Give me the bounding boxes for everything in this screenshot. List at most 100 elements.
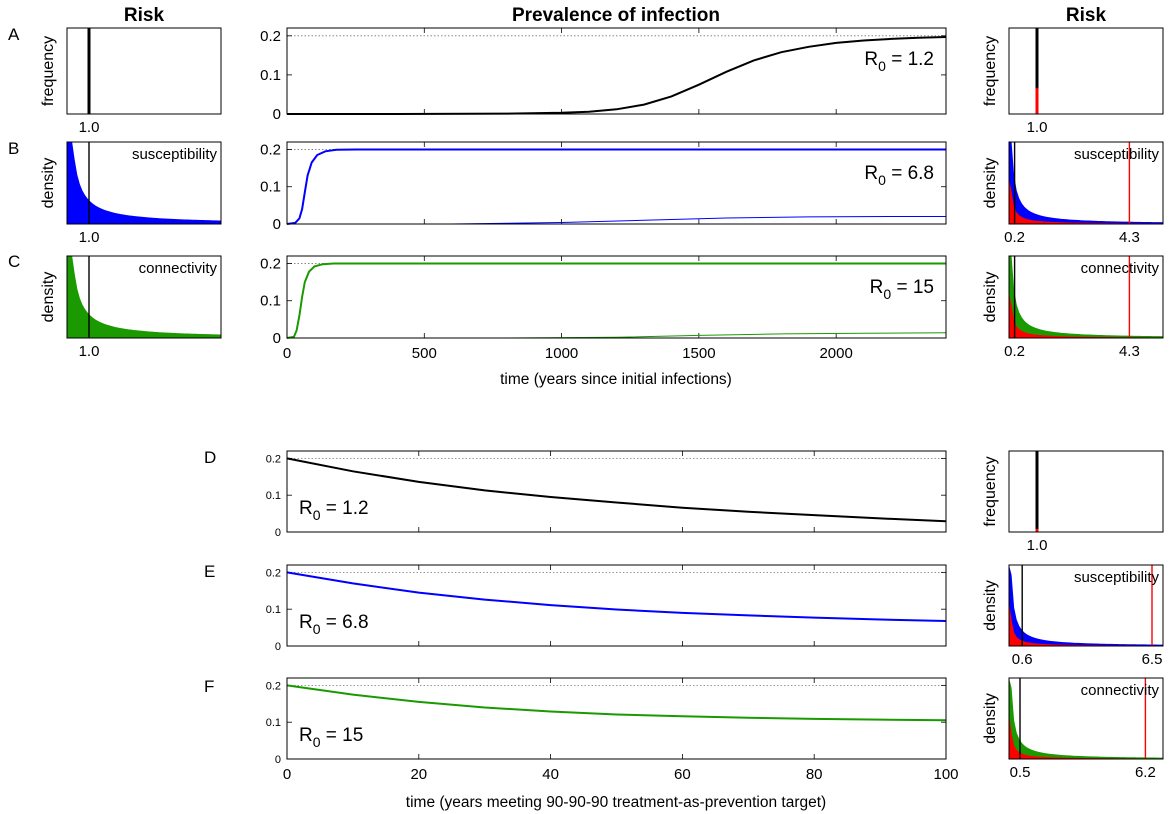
C-mid-xtick-label: 0 — [283, 345, 291, 362]
D-mid-ytick-label: 0.2 — [266, 453, 281, 465]
D-mid-series-0 — [286, 457, 947, 523]
panel-A-mid: 00.10.2R0 = 1.2 — [260, 27, 947, 123]
D-mid-r0-sub: 0 — [313, 507, 321, 523]
E-right-distribution-red — [1009, 601, 1163, 646]
C-mid-series-0 — [286, 262, 946, 339]
D-mid-ytick-label: 0 — [275, 527, 281, 539]
panel-F-right: density connectivity 0.5 6.2 — [982, 677, 1164, 781]
panel-B-left: density susceptibility 1.0 — [40, 141, 222, 246]
F-mid-xtick-label: 40 — [542, 766, 559, 783]
A-left-ylabel: frequency — [40, 36, 57, 106]
panel-letter-e: E — [204, 562, 215, 581]
E-mid-frame — [286, 564, 947, 647]
C-mid-r0-base: R — [870, 277, 884, 298]
panel-letter-f: F — [204, 677, 214, 696]
A-mid-r0-base: R — [864, 49, 878, 70]
E-right-xtick-label: 6.5 — [1142, 651, 1163, 668]
header-risk-left: Risk — [124, 5, 165, 26]
D-mid-r0-label: R0 = 1.2 — [299, 498, 369, 523]
header-prevalence: Prevalence of infection — [512, 5, 720, 26]
D-mid-r0-base: R — [299, 498, 313, 519]
panel-B-mid: 00.10.2R0 = 6.8 — [260, 141, 947, 233]
C-right-frame — [1008, 255, 1164, 339]
B-left-ylabel: density — [40, 158, 57, 209]
C-mid-frame — [286, 255, 947, 339]
C-left-frame — [66, 255, 222, 339]
E-mid-r0-label: R0 = 6.8 — [299, 612, 369, 637]
D-mid-ytick-label: 0.1 — [266, 490, 281, 502]
A-mid-r0-label: R0 = 1.2 — [864, 49, 934, 74]
C-mid-xtick-label: 1000 — [545, 345, 578, 362]
panel-D-right: frequency 1.0 — [982, 450, 1164, 554]
B-mid-ytick-label: 0.1 — [260, 179, 281, 196]
B-right-frame — [1008, 141, 1164, 225]
F-mid-ytick-label: 0 — [275, 754, 281, 766]
A-mid-frame — [286, 27, 947, 115]
B-left-xtick-label: 1.0 — [79, 229, 100, 246]
C-mid-ytick-label: 0.2 — [260, 255, 281, 272]
panel-E-right: density susceptibility 0.6 6.5 — [982, 564, 1164, 668]
E-mid-ytick-label: 0.2 — [266, 567, 281, 579]
C-left-distribution — [67, 256, 221, 338]
F-mid-r0-rest: = 15 — [321, 725, 364, 746]
C-right-xtick-label: 0.2 — [1004, 343, 1025, 360]
F-mid-xtick-label: 80 — [806, 766, 823, 783]
A-mid-r0-sub: 0 — [878, 58, 886, 74]
E-right-corner-label: susceptibility — [1074, 569, 1160, 586]
B-left-distribution — [67, 142, 221, 224]
B-mid-ytick-label: 0.2 — [260, 141, 281, 158]
C-left-xtick-label: 1.0 — [79, 343, 100, 360]
B-mid-r0-label: R0 = 6.8 — [864, 163, 934, 188]
F-mid-ytick-label: 0.2 — [266, 680, 281, 692]
B-left-frame — [66, 141, 222, 225]
C-mid-ytick-label: 0 — [273, 330, 281, 347]
F-right-distribution-red — [1009, 714, 1163, 759]
panel-C-left: density connectivity 1.0 — [40, 255, 222, 360]
F-mid-r0-base: R — [299, 725, 313, 746]
panel-letter-d: D — [204, 448, 216, 467]
E-right-xtick-label: 0.6 — [1012, 651, 1033, 668]
C-right-corner-label: connectivity — [1081, 260, 1160, 277]
B-left-corner-label: susceptibility — [132, 146, 218, 163]
panel-letter-a: A — [8, 25, 20, 44]
B-right-distribution — [1009, 142, 1163, 224]
F-right-xtick-label: 0.5 — [1010, 764, 1031, 781]
D-right-xtick-label: 1.0 — [1027, 537, 1048, 554]
F-right-corner-label: connectivity — [1081, 682, 1160, 699]
A-mid-r0-rest: = 1.2 — [886, 49, 934, 70]
header-risk-right: Risk — [1066, 5, 1107, 26]
E-mid-r0-base: R — [299, 612, 313, 633]
A-mid-series-0 — [287, 36, 947, 115]
A-right-xtick-label: 1.0 — [1027, 119, 1048, 136]
panel-letter-b: B — [8, 139, 19, 158]
panel-A-right: frequency 1.0 — [982, 27, 1164, 136]
D-mid-frame — [286, 450, 947, 533]
F-mid-xtick-label: 20 — [410, 766, 427, 783]
B-right-xtick-label: 0.2 — [1004, 229, 1025, 246]
B-mid-r0-rest: = 6.8 — [886, 163, 934, 184]
A-mid-ytick-label: 0.1 — [260, 67, 281, 84]
F-mid-r0-sub: 0 — [313, 734, 321, 750]
xlabel-bottom: time (years meeting 90-90-90 treatment-a… — [406, 794, 826, 811]
A-mid-ytick-label: 0 — [273, 106, 281, 123]
D-right-frame — [1008, 450, 1164, 533]
E-mid-r0-rest: = 6.8 — [321, 612, 369, 633]
C-left-ylabel: density — [40, 272, 57, 323]
panel-D-mid: 00.10.2R0 = 1.2 — [266, 450, 947, 539]
C-right-distribution-red — [1009, 292, 1163, 338]
F-mid-frame — [286, 677, 947, 760]
panel-E-mid: 00.10.2R0 = 6.8 — [266, 564, 947, 653]
B-mid-frame — [286, 141, 947, 225]
A-left-frame — [66, 27, 222, 115]
D-mid-r0-rest: = 1.2 — [321, 498, 369, 519]
B-mid-r0-base: R — [864, 163, 878, 184]
A-left-xtick-label: 1.0 — [79, 119, 100, 136]
F-mid-ytick-label: 0.1 — [266, 717, 281, 729]
C-right-ylabel: density — [982, 272, 999, 323]
A-mid-ytick-label: 0.2 — [260, 28, 281, 45]
B-right-ylabel: density — [982, 158, 999, 209]
B-right-distribution-red — [1009, 178, 1163, 224]
panel-A-left: frequency 1.0 — [40, 27, 222, 136]
E-mid-ytick-label: 0 — [275, 641, 281, 653]
